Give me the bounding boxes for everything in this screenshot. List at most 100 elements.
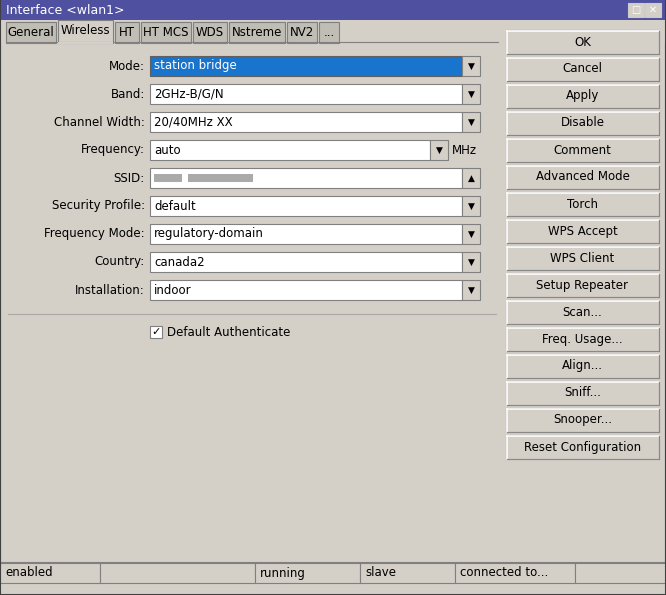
Bar — [506, 30, 659, 54]
Text: WPS Client: WPS Client — [550, 252, 615, 265]
Bar — [58, 20, 113, 43]
Bar — [150, 224, 462, 244]
Text: slave: slave — [365, 566, 396, 580]
Bar — [150, 252, 462, 272]
Bar — [150, 140, 430, 160]
Bar — [462, 84, 480, 104]
Text: ▼: ▼ — [468, 117, 474, 127]
Text: Band:: Band: — [111, 87, 145, 101]
Text: Snooper...: Snooper... — [553, 414, 612, 427]
Text: Apply: Apply — [566, 89, 599, 102]
Bar — [141, 22, 191, 43]
Bar — [193, 22, 227, 43]
Bar — [462, 224, 480, 244]
Text: ▼: ▼ — [468, 202, 474, 211]
Bar — [150, 168, 462, 188]
Bar — [150, 112, 462, 132]
Text: Setup Repeater: Setup Repeater — [537, 278, 629, 292]
Bar — [462, 112, 480, 132]
Bar — [150, 84, 462, 104]
Bar — [115, 22, 139, 43]
Bar — [506, 138, 659, 162]
Text: Comment: Comment — [553, 143, 611, 156]
Text: ▼: ▼ — [468, 230, 474, 239]
Text: Security Profile:: Security Profile: — [52, 199, 145, 212]
Text: Advanced Mode: Advanced Mode — [535, 171, 629, 183]
Bar — [0, 20, 666, 44]
Text: NV2: NV2 — [290, 26, 314, 39]
Bar — [462, 252, 480, 272]
Text: ▼: ▼ — [468, 286, 474, 295]
Bar — [506, 246, 659, 270]
Text: Align...: Align... — [562, 359, 603, 372]
Text: ▼: ▼ — [436, 146, 442, 155]
Bar — [150, 280, 462, 300]
Text: auto: auto — [154, 143, 180, 156]
Text: running: running — [260, 566, 306, 580]
Text: Sniff...: Sniff... — [564, 387, 601, 399]
Bar — [462, 168, 480, 188]
Text: HT: HT — [119, 26, 135, 39]
Text: Cancel: Cancel — [563, 62, 603, 76]
Text: Wireless: Wireless — [61, 24, 111, 37]
Text: ✓: ✓ — [151, 327, 161, 337]
Bar — [506, 327, 659, 351]
Text: General: General — [7, 26, 55, 39]
Text: Default Authenticate: Default Authenticate — [167, 325, 290, 339]
Text: Frequency:: Frequency: — [81, 143, 145, 156]
Bar — [506, 57, 659, 81]
Bar — [506, 111, 659, 135]
Text: 20/40MHz XX: 20/40MHz XX — [154, 115, 232, 129]
Bar — [506, 408, 659, 432]
Text: ▼: ▼ — [468, 61, 474, 70]
Bar — [506, 192, 659, 216]
Text: ▼: ▼ — [468, 89, 474, 99]
Text: Frequency Mode:: Frequency Mode: — [45, 227, 145, 240]
Text: □: □ — [631, 5, 641, 15]
Text: Channel Width:: Channel Width: — [54, 115, 145, 129]
Bar — [506, 273, 659, 297]
Text: regulatory-domain: regulatory-domain — [154, 227, 264, 240]
Bar — [154, 174, 182, 182]
Text: Nstreme: Nstreme — [232, 26, 282, 39]
Text: indoor: indoor — [154, 283, 192, 296]
Text: Installation:: Installation: — [75, 283, 145, 296]
Bar — [287, 22, 317, 43]
Bar — [100, 563, 255, 583]
Text: 2GHz-B/G/N: 2GHz-B/G/N — [154, 87, 224, 101]
Text: OK: OK — [574, 36, 591, 49]
Bar — [506, 381, 659, 405]
Bar — [462, 280, 480, 300]
Text: WDS: WDS — [196, 26, 224, 39]
Text: ✕: ✕ — [649, 5, 657, 15]
Text: default: default — [154, 199, 196, 212]
Bar — [462, 56, 480, 76]
Bar — [6, 42, 498, 557]
Bar — [506, 165, 659, 189]
Text: enabled: enabled — [5, 566, 53, 580]
Text: Freq. Usage...: Freq. Usage... — [542, 333, 623, 346]
Text: Scan...: Scan... — [563, 305, 602, 318]
Bar — [150, 326, 162, 338]
Bar — [150, 56, 462, 76]
Bar — [0, 0, 666, 20]
Bar — [506, 219, 659, 243]
Text: canada2: canada2 — [154, 255, 204, 268]
Bar — [462, 196, 480, 216]
Text: SSID:: SSID: — [114, 171, 145, 184]
Bar — [506, 435, 659, 459]
Bar — [628, 3, 644, 17]
Text: ...: ... — [324, 26, 334, 39]
Bar — [150, 196, 462, 216]
Text: Interface <wlan1>: Interface <wlan1> — [6, 4, 125, 17]
Text: Disable: Disable — [561, 117, 605, 130]
Text: MHz: MHz — [452, 143, 477, 156]
Bar — [506, 354, 659, 378]
Bar — [506, 300, 659, 324]
Text: Torch: Torch — [567, 198, 598, 211]
Bar — [319, 22, 339, 43]
Bar — [575, 563, 666, 583]
Text: Reset Configuration: Reset Configuration — [524, 440, 641, 453]
Bar — [229, 22, 285, 43]
Bar — [0, 563, 100, 583]
